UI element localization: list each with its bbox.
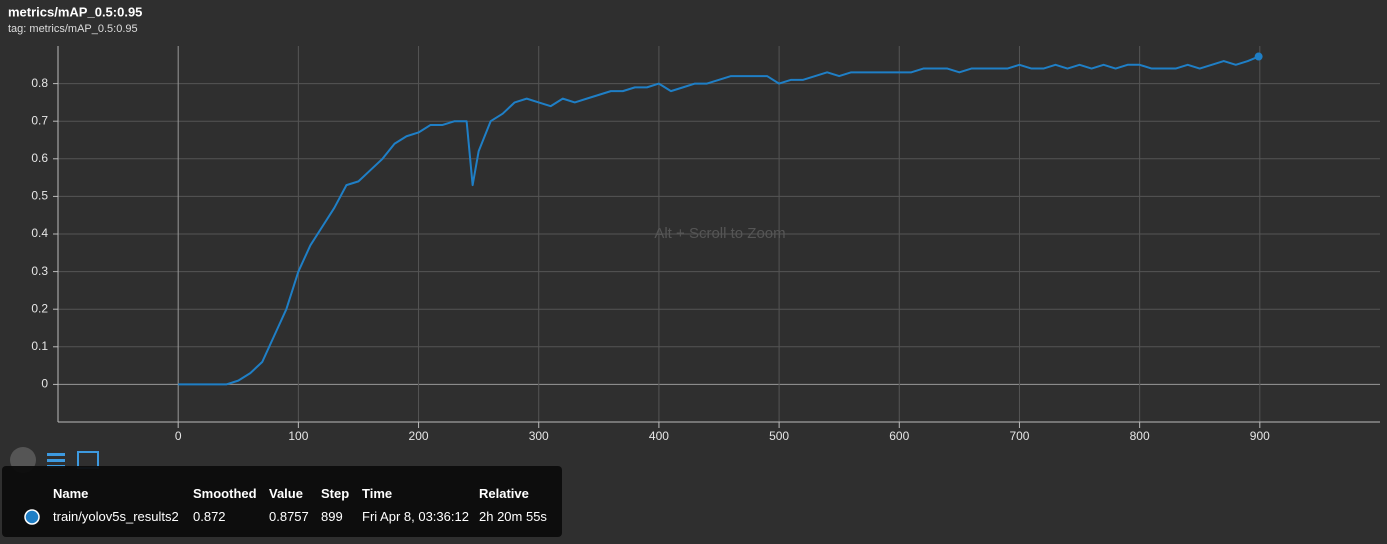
- y-tick-label: 0: [41, 377, 48, 391]
- tooltip: Name Smoothed Value Step Time Relative train/y…: [2, 466, 562, 537]
- x-tick-label: 200: [409, 429, 429, 443]
- x-tick-label: 400: [649, 429, 669, 443]
- y-tick-label: 0.7: [31, 113, 48, 127]
- x-tick-label: 500: [769, 429, 789, 443]
- column-header: Relative: [479, 486, 529, 501]
- cell: train/yolov5s_results2: [53, 509, 179, 524]
- y-tick-label: 0.3: [31, 264, 48, 278]
- x-tick-label: 0: [175, 429, 182, 443]
- y-tick-label: 0.6: [31, 151, 48, 165]
- y-tick-label: 0.1: [31, 339, 48, 353]
- chart-subtitle: tag: metrics/mAP_0.5:0.95: [8, 23, 138, 35]
- column-header: Time: [362, 486, 393, 501]
- x-tick-label: 100: [288, 429, 308, 443]
- cell: 0.8757: [269, 509, 309, 524]
- column-header: Value: [269, 486, 303, 501]
- x-tick-label: 600: [889, 429, 909, 443]
- cell: 0.872: [193, 509, 226, 524]
- grid: [58, 46, 1380, 422]
- y-tick-label: 0.8: [31, 76, 48, 90]
- x-tick-label: 700: [1009, 429, 1029, 443]
- x-tick-label: 300: [529, 429, 549, 443]
- cell: Fri Apr 8, 03:36:12: [362, 509, 469, 524]
- series-line: [178, 55, 1260, 386]
- column-header: Name: [53, 486, 89, 501]
- column-header: Step: [321, 486, 350, 501]
- y-tick-label: 0.4: [31, 226, 48, 240]
- end-point: [1254, 52, 1263, 61]
- chart-title: metrics/mAP_0.5:0.95: [8, 4, 142, 19]
- series-swatch: [24, 509, 40, 525]
- x-tick-label: 900: [1250, 429, 1270, 443]
- cell: 899: [321, 509, 343, 524]
- y-tick-label: 0.2: [31, 301, 48, 315]
- x-tick-label: 800: [1130, 429, 1150, 443]
- y-tick-label: 0.5: [31, 189, 48, 203]
- cell: 2h 20m 55s: [479, 509, 547, 524]
- column-header: Smoothed: [193, 486, 257, 501]
- zoom-hint: Alt + Scroll to Zoom: [654, 225, 785, 242]
